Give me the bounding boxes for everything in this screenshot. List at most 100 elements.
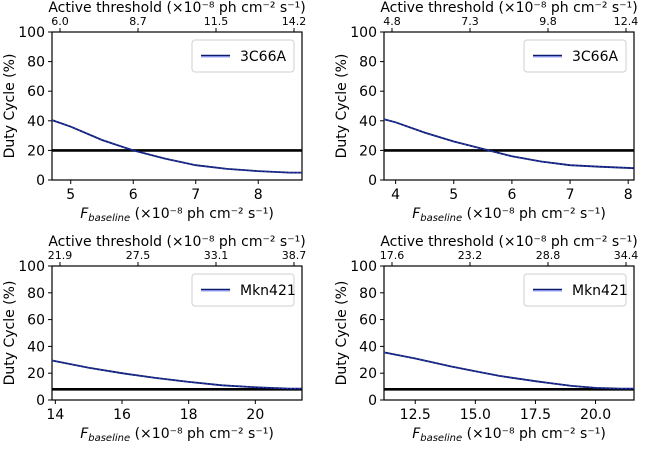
x-axis-label-subscript: baseline [88, 213, 130, 224]
y-tick-label: 60 [359, 84, 377, 100]
x-axis-label-subscript: baseline [420, 433, 462, 444]
x-tick-label: 7 [191, 187, 200, 203]
x-tick-label: 20.0 [580, 407, 611, 423]
legend-label: 3C66A [572, 49, 618, 65]
y-tick-label: 80 [359, 55, 377, 71]
legend-box [523, 273, 627, 307]
y-tick-label: 20 [359, 366, 377, 382]
x-tick-label: 20 [246, 407, 264, 423]
y-tick-label: 0 [36, 173, 45, 189]
y-tick-label: 60 [27, 313, 45, 329]
top-tick-label: 17.6 [380, 249, 405, 262]
legend-box [191, 273, 295, 307]
legend-label: 3C66A [240, 49, 286, 65]
legend: 3C66A [191, 39, 295, 73]
x-axis-label: Fbaseline (×10⁻⁸ ph cm⁻² s⁻¹) [80, 426, 274, 444]
y-tick-label: 20 [27, 143, 45, 159]
top-tick-label: 21.9 [48, 249, 73, 262]
y-tick-label: 40 [27, 339, 45, 355]
y-axis-label: Duty Cycle (%) [2, 54, 18, 159]
series-line-1 [383, 351, 634, 390]
series-line-highlight [51, 360, 302, 389]
legend-box [523, 39, 627, 73]
chart-panel-3: 0 20 40 60 80 100 14 16 18 20 21.9 27.5 33.1 38.7Acti… [2, 234, 306, 444]
series-line-highlight [51, 119, 302, 173]
x-axis-label-units: (×10⁻⁸ ph cm⁻² s⁻¹) [462, 426, 606, 442]
y-tick-label: 100 [350, 25, 377, 41]
y-tick-label: 100 [350, 259, 377, 275]
legend: Mkn421 [523, 273, 628, 307]
top-tick-label: 38.7 [282, 249, 307, 262]
x-axis-label: Fbaseline (×10⁻⁸ ph cm⁻² s⁻¹) [412, 206, 606, 224]
x-tick-label: 7 [566, 187, 575, 203]
x-axis-label-units: (×10⁻⁸ ph cm⁻² s⁻¹) [130, 206, 274, 222]
x-tick-label: 4 [391, 187, 400, 203]
x-axis-label-units: (×10⁻⁸ ph cm⁻² s⁻¹) [130, 426, 274, 442]
top-tick-label: 8.7 [129, 15, 147, 28]
top-tick-label: 23.2 [458, 249, 483, 262]
y-tick-label: 20 [359, 143, 377, 159]
y-tick-label: 40 [27, 114, 45, 130]
x-axis-label-symbol: F [80, 426, 89, 442]
y-axis-label: Duty Cycle (%) [334, 54, 350, 159]
chart-panel-4: 0 20 40 60 80 100 12.5 15.0 17.5 20.0 17.6 23.2 28.8… [334, 234, 638, 444]
x-axis-label-symbol: F [80, 206, 89, 222]
series-line-1 [383, 118, 635, 170]
x-tick-label: 8 [624, 187, 633, 203]
top-tick-label: 34.4 [614, 249, 639, 262]
x-tick-label: 5 [449, 187, 458, 203]
x-tick-label: 5 [66, 187, 75, 203]
y-tick-label: 0 [36, 393, 45, 409]
x-axis-label: Fbaseline (×10⁻⁸ ph cm⁻² s⁻¹) [412, 426, 606, 444]
x-axis-label-symbol: F [412, 426, 421, 442]
x-tick-label: 8 [254, 187, 263, 203]
y-tick-label: 80 [359, 286, 377, 302]
y-tick-label: 0 [368, 393, 377, 409]
x-axis-label-units: (×10⁻⁸ ph cm⁻² s⁻¹) [462, 206, 606, 222]
x-tick-label: 18 [180, 407, 198, 423]
x-axis-label: Fbaseline (×10⁻⁸ ph cm⁻² s⁻¹) [80, 206, 274, 224]
top-tick-label: 14.2 [282, 15, 307, 28]
y-tick-label: 60 [359, 313, 377, 329]
legend-label: Mkn421 [240, 283, 296, 299]
top-tick-label: 6.0 [51, 15, 69, 28]
y-tick-label: 100 [18, 25, 45, 41]
y-tick-label: 20 [27, 366, 45, 382]
top-tick-label: 33.1 [204, 249, 229, 262]
top-tick-label: 9.8 [539, 15, 557, 28]
legend: Mkn421 [191, 273, 296, 307]
y-tick-label: 40 [359, 339, 377, 355]
y-tick-label: 80 [27, 55, 45, 71]
top-axis-label: Active threshold (×10⁻⁸ ph cm⁻² s⁻¹) [380, 234, 637, 250]
x-axis-label-subscript: baseline [88, 433, 130, 444]
top-tick-label: 4.8 [383, 15, 401, 28]
top-axis-label: Active threshold (×10⁻⁸ ph cm⁻² s⁻¹) [380, 0, 637, 16]
legend-box [191, 39, 295, 73]
legend-label: Mkn421 [572, 283, 628, 299]
top-tick-label: 28.8 [536, 249, 561, 262]
x-axis-label-symbol: F [412, 206, 421, 222]
x-tick-label: 14 [46, 407, 64, 423]
y-tick-label: 0 [368, 173, 377, 189]
top-axis-label: Active threshold (×10⁻⁸ ph cm⁻² s⁻¹) [48, 0, 305, 16]
x-axis-label-subscript: baseline [420, 213, 462, 224]
x-tick-label: 12.5 [400, 407, 431, 423]
top-axis-label: Active threshold (×10⁻⁸ ph cm⁻² s⁻¹) [48, 234, 305, 250]
y-tick-label: 80 [27, 286, 45, 302]
y-tick-label: 60 [27, 84, 45, 100]
x-tick-label: 15.0 [460, 407, 491, 423]
top-tick-label: 27.5 [126, 249, 151, 262]
y-axis-label: Duty Cycle (%) [2, 281, 18, 386]
y-tick-label: 100 [18, 259, 45, 275]
x-tick-label: 17.5 [520, 407, 551, 423]
top-tick-label: 11.5 [204, 15, 229, 28]
x-tick-label: 16 [113, 407, 131, 423]
legend: 3C66A [523, 39, 627, 73]
x-tick-label: 6 [507, 187, 516, 203]
y-axis-label: Duty Cycle (%) [334, 281, 350, 386]
top-tick-label: 12.4 [614, 15, 639, 28]
